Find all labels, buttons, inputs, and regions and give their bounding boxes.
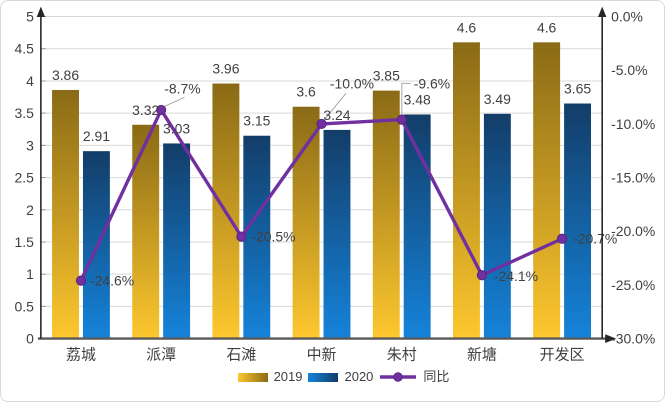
legend-label-2019: 2019	[273, 369, 303, 384]
left-axis-tick-label: 4.5	[15, 41, 35, 57]
left-axis-tick-label: 2.5	[15, 170, 35, 186]
line-label-石滩: -20.5%	[251, 229, 295, 245]
category-label-派潭: 派潭	[146, 347, 176, 364]
left-axis-tick-label: 1.5	[15, 234, 35, 250]
label-leader-line	[401, 82, 411, 116]
bar-2020-中新	[323, 129, 351, 339]
bar-label-2020-派潭: 3.03	[163, 120, 190, 136]
line-marker-石滩	[236, 231, 247, 242]
line-label-新塘: -24.1%	[494, 268, 538, 284]
category-label-荔城: 荔城	[66, 347, 96, 364]
line-marker-中新	[316, 118, 327, 129]
bar-label-2019-派潭: 3.32	[132, 102, 159, 118]
right-axis-tick-label: -5.0%	[611, 62, 647, 78]
left-axis-tick-label: 0.5	[15, 298, 35, 314]
legend-label-2020: 2020	[344, 369, 374, 384]
bar-label-2019-新塘: 4.6	[457, 19, 477, 35]
category-label-中新: 中新	[307, 347, 337, 364]
bar-label-2019-开发区: 4.6	[537, 19, 557, 35]
right-axis-tick-label: -10.0%	[611, 116, 655, 132]
line-marker-开发区	[557, 233, 568, 244]
chart-legend: 2019 2020 同比	[1, 369, 664, 384]
bar-2019-朱村	[372, 90, 400, 339]
label-leader-line	[323, 93, 347, 121]
bar-label-2020-新塘: 3.49	[484, 91, 511, 107]
bar-2019-中新	[292, 106, 320, 339]
bar-label-2020-中新: 3.24	[323, 107, 350, 123]
legend-swatch-2019	[237, 372, 268, 382]
category-label-朱村: 朱村	[387, 347, 417, 364]
left-axis-arrow-icon	[36, 6, 46, 18]
right-axis-arrow-icon	[597, 6, 607, 18]
bar-2019-荔城	[52, 89, 79, 339]
right-axis-tick-label: 0.0%	[611, 9, 643, 25]
line-marker-派潭	[156, 104, 167, 116]
right-axis-tick-label: -20.0%	[611, 223, 655, 239]
right-axis-tick-label: -15.0%	[611, 170, 655, 186]
left-axis-tick-label: 5	[26, 9, 34, 25]
left-axis-tick-label: 2	[26, 202, 34, 218]
bar-label-2019-朱村: 3.85	[373, 68, 400, 84]
line-label-开发区: -20.7%	[573, 231, 617, 247]
bar-label-2020-荔城: 2.91	[83, 128, 110, 144]
line-label-中新: -10.0%	[330, 75, 374, 91]
line-marker-新塘	[476, 270, 487, 281]
right-axis-tick-label: -25.0%	[611, 277, 655, 293]
bar-2020-石滩	[243, 135, 271, 339]
bar-label-2019-荔城: 3.86	[52, 67, 79, 83]
bar-2020-开发区	[564, 103, 592, 339]
category-label-新塘: 新塘	[467, 347, 497, 364]
label-leader-line	[162, 96, 185, 108]
left-axis-tick-label: 3.5	[15, 105, 35, 121]
right-axis-tick-label: -30.0%	[611, 331, 655, 347]
bar-2019-开发区	[533, 42, 561, 339]
bar-2020-派潭	[163, 143, 191, 339]
bar-label-2020-石滩: 3.15	[243, 113, 270, 129]
left-axis-tick-label: 4	[26, 73, 34, 89]
x-axis-arrow-icon	[605, 334, 617, 343]
legend-label-tongbi: 同比	[423, 369, 450, 384]
category-label-石滩: 石滩	[226, 347, 256, 364]
bar-label-2019-中新: 3.6	[296, 84, 316, 100]
bar-label-2019-石滩: 3.96	[212, 61, 239, 77]
left-axis-tick-label: 3	[26, 137, 34, 153]
left-axis-tick-label: 0	[26, 331, 34, 347]
bar-label-2020-开发区: 3.65	[564, 81, 591, 97]
line-marker-荔城	[75, 275, 87, 286]
line-label-朱村: -9.6%	[414, 75, 450, 91]
bar-2019-派潭	[132, 124, 160, 339]
legend-swatch-line-icon	[380, 372, 417, 382]
bar-2020-新塘	[483, 113, 511, 339]
left-axis-tick-label: 1	[26, 266, 34, 282]
legend-swatch-2020	[308, 372, 339, 382]
line-marker-朱村	[396, 114, 407, 125]
line-label-派潭: -8.7%	[164, 80, 200, 96]
category-label-开发区: 开发区	[540, 347, 585, 364]
bar-label-2020-朱村: 3.48	[404, 91, 431, 107]
bar-2019-新塘	[452, 42, 480, 339]
line-label-荔城: -24.6%	[90, 273, 134, 289]
